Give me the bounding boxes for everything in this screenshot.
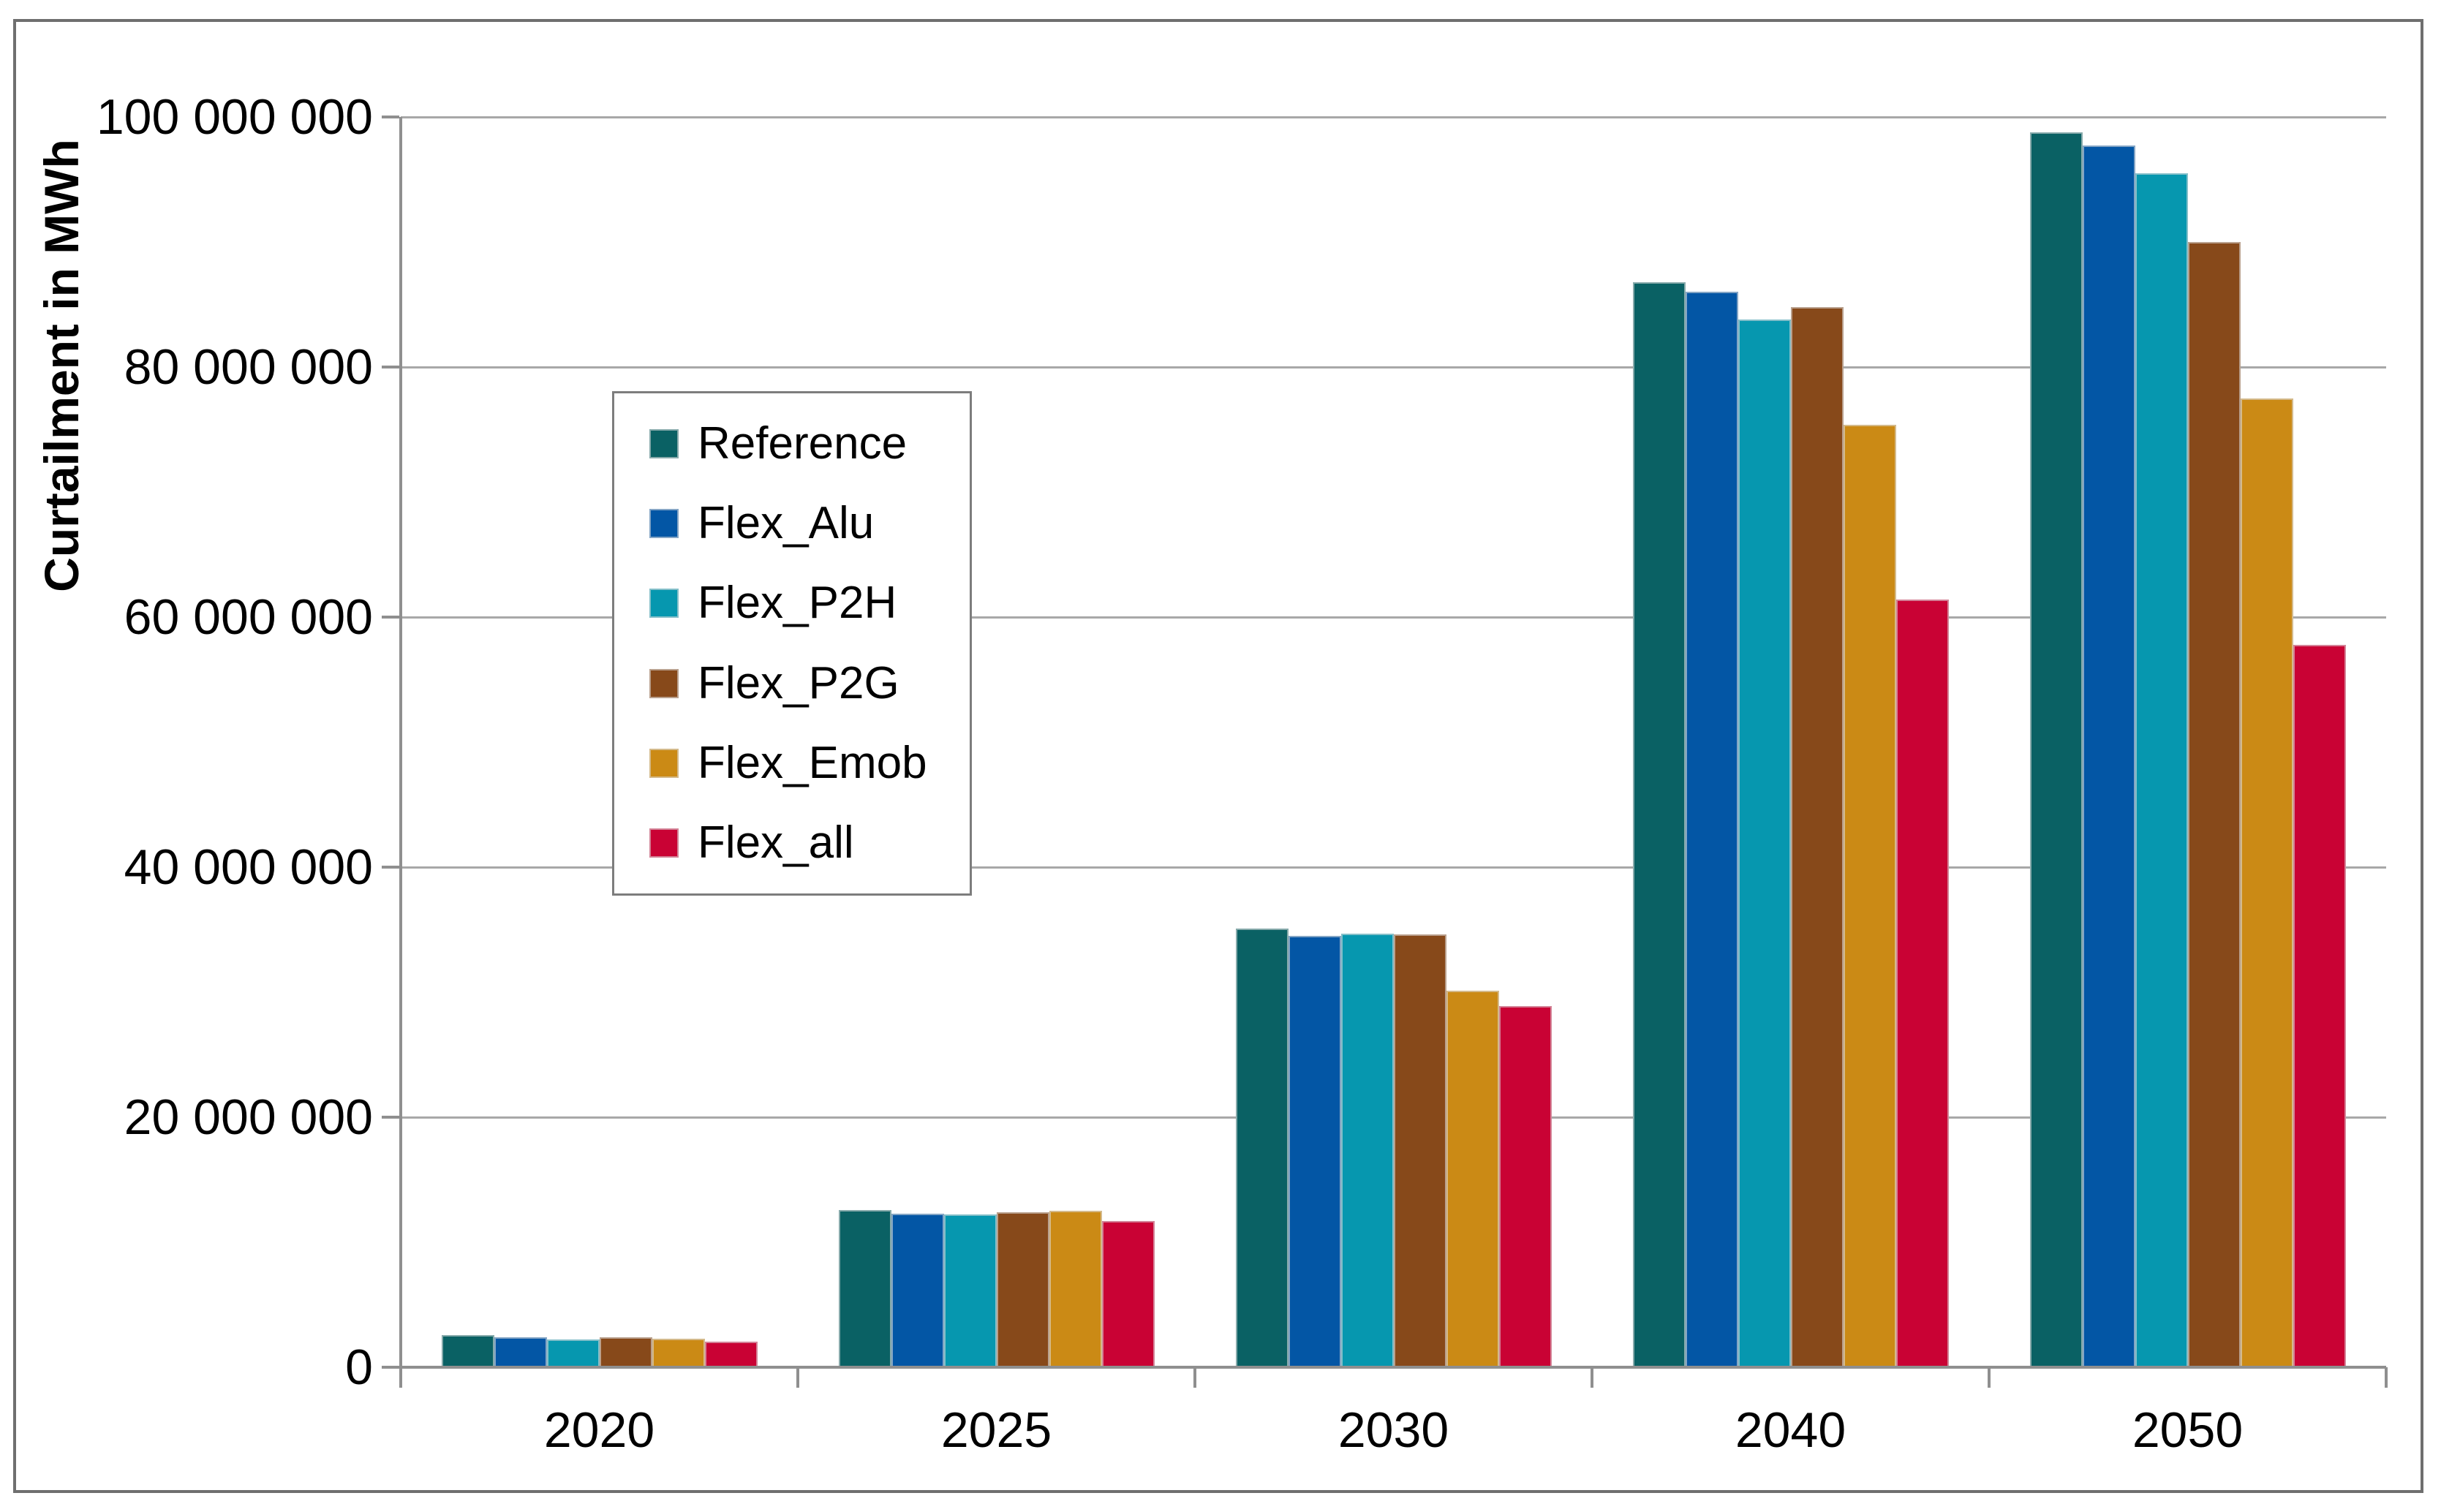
y-axis-tick: [382, 116, 399, 118]
x-axis-line: [401, 1366, 2386, 1369]
y-tick-label: 80 000 000: [124, 339, 373, 395]
x-category-label: 2040: [1735, 1402, 1846, 1458]
bar-2020-flex_p2h: [546, 1339, 600, 1367]
legend-label: Flex_Alu: [698, 497, 875, 548]
y-axis-tick: [382, 1116, 399, 1119]
legend-label: Flex_all: [698, 817, 854, 869]
legend-swatch-icon: [649, 428, 679, 458]
legend-swatch-icon: [649, 748, 679, 778]
bar-2050-flex_p2g: [2187, 242, 2241, 1367]
gridline-100000000: [401, 116, 2386, 118]
bar-2050-flex_all: [2293, 644, 2346, 1367]
bar-2030-reference: [1235, 928, 1289, 1367]
bar-2025-reference: [838, 1209, 891, 1367]
gridline-40000000: [401, 866, 2386, 869]
legend-label: Flex_P2H: [698, 578, 897, 629]
x-axis-tick: [1988, 1367, 1991, 1388]
bar-2040-flex_p2g: [1790, 306, 1844, 1367]
y-tick-label: 40 000 000: [124, 839, 373, 895]
bar-2030-flex_emob: [1446, 991, 1499, 1367]
bar-2050-reference: [2029, 132, 2083, 1367]
bar-2030-flex_p2h: [1340, 933, 1394, 1367]
bar-2020-flex_p2g: [599, 1337, 652, 1367]
bar-2025-flex_alu: [891, 1213, 944, 1367]
bar-2020-reference: [441, 1335, 494, 1367]
legend-label: Reference: [698, 417, 908, 469]
chart-outer-border: Curtailment in MWh 0 20 000 000 40 000 000…: [13, 19, 2423, 1493]
bar-2050-flex_emob: [2240, 398, 2293, 1367]
y-tick-label: 100 000 000: [96, 89, 373, 145]
bar-2020-flex_alu: [494, 1337, 547, 1367]
bar-2040-flex_emob: [1843, 424, 1896, 1367]
bar-2025-flex_p2g: [996, 1212, 1049, 1367]
legend-item-flex_p2g: Flex_P2G: [649, 657, 962, 708]
x-axis-tick: [1193, 1367, 1196, 1388]
legend-item-flex_alu: Flex_Alu: [649, 497, 962, 548]
bar-2025-flex_emob: [1049, 1211, 1102, 1367]
legend-swatch-icon: [649, 508, 679, 538]
y-axis-line: [399, 117, 402, 1388]
legend-swatch-icon: [649, 668, 679, 698]
plot-area: [382, 116, 2388, 1388]
bar-2050-flex_p2h: [2135, 173, 2188, 1367]
y-axis-tick: [382, 616, 399, 619]
gridline-60000000: [401, 616, 2386, 619]
legend-item-flex_emob: Flex_Emob: [649, 737, 962, 788]
x-category-label: 2025: [940, 1402, 1052, 1458]
bar-2020-flex_emob: [652, 1338, 705, 1367]
bar-2040-reference: [1632, 281, 1686, 1367]
y-tick-label: 60 000 000: [124, 589, 373, 645]
bar-2040-flex_alu: [1685, 292, 1738, 1367]
y-axis-tick: [382, 866, 399, 869]
x-category-label: 2020: [543, 1402, 655, 1458]
y-axis-tick: [382, 366, 399, 368]
y-tick-label: 20 000 000: [124, 1089, 373, 1145]
gridline-80000000: [401, 366, 2386, 368]
x-category-label: 2030: [1338, 1402, 1449, 1458]
legend-item-flex_all: Flex_all: [649, 820, 962, 866]
legend-label: Flex_P2G: [698, 657, 899, 708]
legend-item-flex_p2h: Flex_P2H: [649, 581, 962, 626]
bar-2050-flex_alu: [2082, 145, 2135, 1367]
bar-2020-flex_all: [704, 1341, 758, 1367]
y-axis-tick: [382, 1366, 399, 1369]
bar-2030-flex_all: [1498, 1005, 1552, 1367]
x-axis-tick: [1591, 1367, 1593, 1388]
y-tick-label: 0: [345, 1339, 373, 1395]
bar-2040-flex_all: [1895, 600, 1949, 1367]
bar-2025-flex_all: [1101, 1220, 1155, 1367]
legend-swatch-icon: [649, 589, 679, 619]
x-axis-tick: [796, 1367, 799, 1388]
legend-swatch-icon: [649, 828, 679, 858]
bar-2030-flex_alu: [1288, 936, 1341, 1367]
x-axis-tick: [2385, 1367, 2388, 1388]
bar-2040-flex_p2h: [1738, 320, 1791, 1367]
bar-2030-flex_p2g: [1393, 934, 1446, 1367]
legend-item-reference: Reference: [649, 417, 962, 469]
legend-label: Flex_Emob: [698, 737, 927, 788]
x-category-label: 2050: [2132, 1402, 2244, 1458]
bar-2025-flex_p2h: [943, 1214, 997, 1367]
legend: Reference Flex_Alu Flex_P2H Flex_P2G Flex_Em…: [612, 391, 972, 896]
